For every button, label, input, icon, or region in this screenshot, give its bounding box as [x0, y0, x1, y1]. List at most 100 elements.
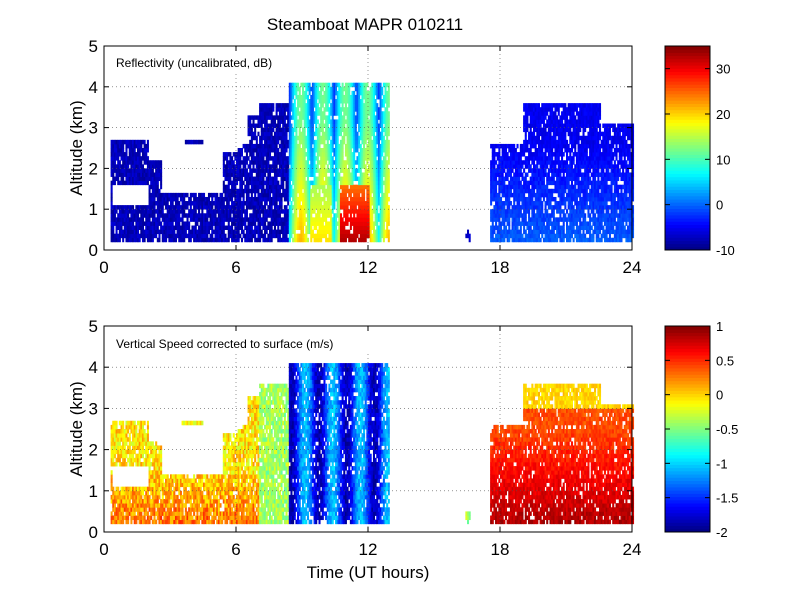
- heatmap-cell: [364, 221, 367, 226]
- heatmap-cell: [127, 156, 130, 161]
- heatmap-cell: [165, 233, 168, 239]
- heatmap-cell: [381, 103, 384, 108]
- heatmap-cell: [374, 180, 377, 186]
- heatmap-cell: [376, 192, 379, 198]
- heatmap-cell: [285, 143, 288, 149]
- heatmap-cell: [533, 205, 536, 210]
- heatmap-cell: [343, 139, 346, 145]
- heatmap-cell: [234, 176, 237, 182]
- heatmap-cell: [344, 209, 347, 214]
- heatmap-cell: [145, 168, 148, 173]
- heatmap-cell: [206, 237, 209, 243]
- heatmap-cell: [544, 172, 547, 177]
- heatmap-cell: [534, 152, 537, 157]
- heatmap-cell: [306, 135, 309, 141]
- heatmap-cell: [549, 196, 552, 202]
- heatmap-cell: [315, 86, 318, 92]
- heatmap-cell: [531, 135, 534, 141]
- heatmap-cell: [145, 233, 148, 239]
- heatmap-cell: [249, 233, 252, 239]
- heatmap-cell: [209, 237, 212, 243]
- heatmap-cell: [533, 143, 536, 149]
- heatmap-cell: [336, 176, 339, 182]
- heatmap-cell: [504, 164, 507, 169]
- heatmap-cell: [257, 152, 260, 157]
- heatmap-cell: [351, 188, 354, 194]
- heatmap-cell: [288, 94, 291, 100]
- heatmap-cell: [293, 156, 296, 161]
- heatmap-cell: [293, 82, 296, 88]
- heatmap-cell: [376, 152, 379, 157]
- heatmap-cell: [265, 143, 268, 149]
- heatmap-cell: [524, 172, 527, 177]
- heatmap-cell: [524, 156, 527, 161]
- heatmap-cell: [290, 233, 293, 239]
- heatmap-cell: [140, 221, 143, 226]
- heatmap-cell: [145, 143, 148, 149]
- heatmap-cell: [361, 176, 364, 182]
- heatmap-cell: [264, 213, 267, 218]
- heatmap-cell: [273, 188, 276, 194]
- heatmap-cell: [140, 233, 143, 239]
- heatmap-cell: [369, 160, 372, 165]
- heatmap-cell: [503, 180, 506, 186]
- heatmap-cell: [222, 205, 225, 210]
- heatmap-cell: [321, 103, 324, 108]
- heatmap-cell: [278, 221, 281, 226]
- heatmap-cell: [326, 229, 329, 235]
- heatmap-cell: [335, 107, 338, 112]
- heatmap-cell: [498, 152, 501, 157]
- heatmap-cell: [377, 148, 380, 153]
- heatmap-cell: [110, 213, 113, 218]
- heatmap-cell: [295, 107, 298, 112]
- heatmap-cell: [292, 229, 295, 235]
- heatmap-cell: [298, 168, 301, 173]
- heatmap-cell: [146, 143, 149, 149]
- heatmap-cell: [379, 164, 382, 169]
- heatmap-cell: [353, 201, 356, 206]
- heatmap-cell: [270, 217, 273, 222]
- heatmap-cell: [259, 192, 262, 198]
- heatmap-cell: [379, 221, 382, 226]
- heatmap-cell: [339, 217, 342, 222]
- heatmap-cell: [262, 180, 265, 186]
- heatmap-cell: [356, 103, 359, 108]
- heatmap-cell: [293, 213, 296, 218]
- heatmap-cell: [285, 192, 288, 198]
- heatmap-cell: [280, 160, 283, 165]
- heatmap-cell: [361, 148, 364, 153]
- heatmap-cell: [306, 143, 309, 149]
- heatmap-cell: [189, 192, 192, 198]
- heatmap-cell: [528, 135, 531, 141]
- heatmap-cell: [186, 201, 189, 206]
- heatmap-cell: [146, 225, 149, 230]
- heatmap-cell: [158, 233, 161, 239]
- heatmap-cell: [541, 192, 544, 198]
- heatmap-cell: [387, 82, 390, 88]
- heatmap-cell: [542, 115, 545, 120]
- heatmap-cell: [363, 176, 366, 182]
- heatmap-cell: [199, 225, 202, 230]
- heatmap-cell: [521, 148, 524, 153]
- heatmap-cell: [321, 82, 324, 88]
- heatmap-cell: [338, 237, 341, 243]
- heatmap-cell: [295, 119, 298, 124]
- heatmap-cell: [227, 201, 230, 206]
- heatmap-cell: [536, 111, 539, 116]
- heatmap-cell: [280, 180, 283, 186]
- heatmap-cell: [547, 119, 550, 124]
- heatmap-cell: [244, 217, 247, 222]
- heatmap-cell: [240, 172, 243, 177]
- heatmap-cell: [381, 168, 384, 173]
- heatmap-cell: [533, 160, 536, 165]
- heatmap-cell: [320, 233, 323, 239]
- heatmap-cell: [290, 82, 293, 88]
- heatmap-cell: [275, 205, 278, 210]
- heatmap-cell: [516, 156, 519, 161]
- heatmap-cell: [524, 188, 527, 194]
- heatmap-cell: [311, 107, 314, 112]
- heatmap-cell: [305, 180, 308, 186]
- heatmap-cell: [298, 94, 301, 100]
- heatmap-cell: [549, 192, 552, 198]
- heatmap-cell: [295, 225, 298, 230]
